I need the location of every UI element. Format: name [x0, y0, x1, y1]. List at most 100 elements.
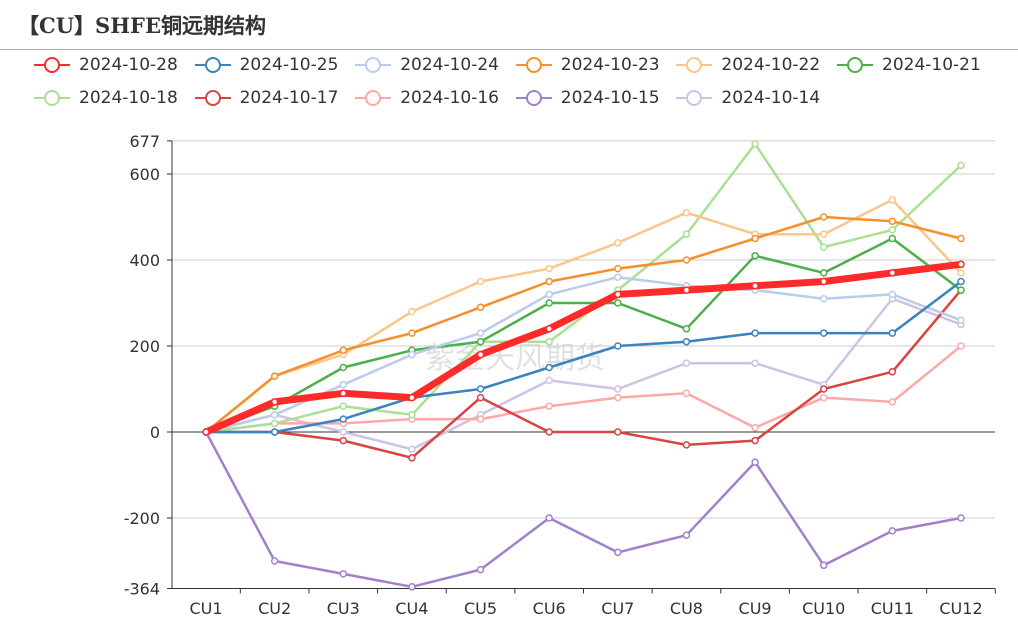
data-point [408, 583, 416, 591]
series-2024-10-22 [202, 196, 965, 436]
legend-item[interactable]: 2024-10-14 [675, 88, 820, 108]
series-line [206, 289, 962, 460]
data-point [270, 372, 279, 380]
series-line [204, 260, 962, 436]
x-tick-label: CU10 [802, 599, 845, 618]
data-point [614, 342, 622, 350]
data-point [614, 548, 622, 557]
legend-item[interactable]: 2024-10-17 [194, 88, 339, 108]
data-point [270, 411, 279, 419]
series-2024-10-15 [202, 428, 965, 591]
data-point [682, 230, 691, 238]
y-tick-label: 400 [129, 251, 160, 270]
data-point [339, 570, 348, 578]
y-tick-label: 200 [129, 337, 160, 356]
series-2024-10-18 [202, 140, 965, 436]
legend-item[interactable]: 2024-10-18 [33, 88, 178, 108]
data-point [339, 389, 348, 398]
x-tick-label: CU11 [871, 599, 914, 618]
series-line [205, 345, 962, 434]
data-point [545, 376, 553, 385]
data-point [408, 329, 416, 337]
x-tick-label: CU12 [939, 599, 982, 618]
data-point [545, 299, 553, 307]
legend-item[interactable]: 2024-10-25 [194, 55, 339, 75]
legend-label: 2024-10-15 [560, 88, 660, 108]
legend-label: 2024-10-18 [79, 88, 178, 108]
data-point [270, 419, 279, 428]
series-line [205, 198, 962, 433]
legend-item[interactable]: 2024-10-22 [675, 55, 820, 75]
data-point [339, 346, 348, 355]
legend-marker-icon [676, 57, 713, 73]
data-point [957, 514, 965, 522]
legend-marker-icon [34, 90, 70, 106]
data-point [614, 273, 622, 281]
data-point [957, 277, 965, 286]
legend-label: 2024-10-17 [239, 88, 339, 108]
legend-item[interactable]: 2024-10-15 [515, 88, 660, 108]
x-tick-label: CU1 [189, 599, 222, 618]
data-point [957, 286, 965, 294]
data-point [408, 393, 416, 402]
data-point [888, 527, 897, 535]
data-point [888, 368, 897, 376]
data-point [545, 428, 553, 436]
legend-label: 2024-10-21 [882, 55, 981, 75]
data-point [476, 565, 485, 574]
title-divider [0, 49, 1018, 50]
series-line [205, 297, 962, 451]
data-point [614, 264, 622, 273]
data-point [957, 316, 965, 324]
data-point [819, 277, 828, 286]
series-2024-10-21 [202, 234, 965, 436]
series-line [205, 275, 962, 434]
data-point [751, 436, 759, 445]
data-point [339, 402, 348, 410]
x-tick-label: CU2 [258, 599, 291, 618]
legend-label: 2024-10-23 [560, 55, 660, 75]
legend-item[interactable]: 2024-10-24 [354, 55, 499, 75]
legend-marker-icon [34, 57, 70, 73]
data-point [751, 359, 759, 367]
data-point [614, 290, 622, 299]
x-tick-label: CU7 [601, 599, 634, 618]
data-point [682, 389, 691, 398]
legend-marker-icon [515, 57, 552, 73]
x-tick-label: CU9 [739, 599, 772, 618]
data-point [339, 428, 348, 436]
data-point [476, 393, 485, 402]
legend-marker-icon [194, 57, 231, 73]
legend-label: 2024-10-16 [400, 88, 499, 108]
data-point [888, 234, 897, 243]
series-line [205, 237, 962, 434]
data-point [339, 415, 348, 423]
data-point [751, 140, 759, 148]
data-point [751, 458, 759, 466]
data-point [270, 398, 279, 406]
data-point [819, 561, 828, 570]
data-point [270, 428, 279, 436]
data-point [819, 213, 828, 221]
data-point [614, 239, 622, 247]
x-tick-label: CU5 [464, 599, 497, 618]
legend-item[interactable]: 2024-10-16 [354, 88, 499, 108]
legend-label: 2024-10-25 [239, 55, 339, 75]
data-point [888, 196, 897, 204]
data-point [614, 299, 622, 307]
data-point [888, 217, 897, 226]
y-tick-label: -200 [124, 509, 160, 528]
legend-marker-icon [676, 90, 713, 106]
data-point [614, 428, 622, 436]
series-line [204, 431, 962, 589]
data-point [888, 290, 897, 299]
legend-marker-icon [194, 90, 231, 106]
legend-item[interactable]: 2024-10-21 [836, 55, 981, 75]
data-point [476, 415, 485, 423]
legend-item[interactable]: 2024-10-28 [33, 55, 178, 75]
legend-item[interactable]: 2024-10-23 [515, 55, 660, 75]
data-point [957, 342, 965, 350]
data-point [408, 411, 416, 419]
data-point [545, 277, 553, 286]
